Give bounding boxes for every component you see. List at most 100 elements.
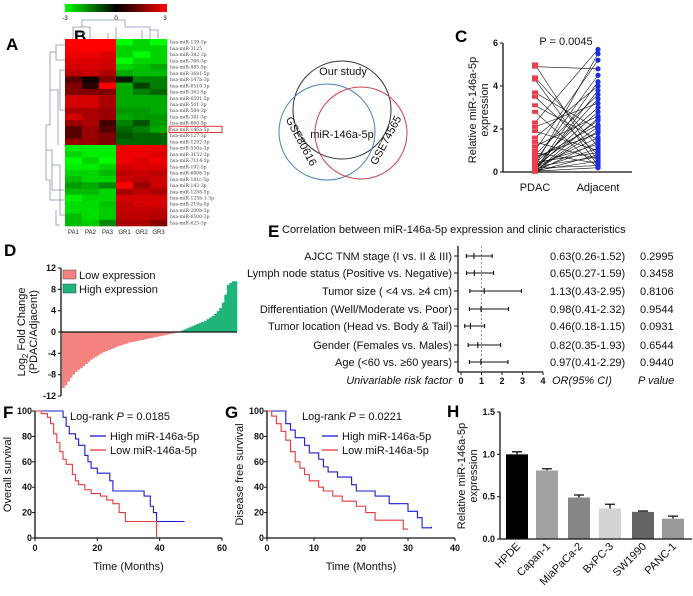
- panel-label-h: H: [447, 402, 459, 421]
- waterfall-bar: [120, 332, 124, 346]
- heatmap-cell: [133, 132, 151, 140]
- panel-label-g: G: [225, 403, 238, 422]
- heatmap-cell: [133, 95, 151, 102]
- row-label: hsa-miR-7114-5p: [170, 158, 210, 164]
- row-label: hsa-miR-3681-5p: [170, 71, 210, 77]
- panel-label-a: A: [6, 35, 18, 54]
- waterfall-bar: [72, 332, 75, 375]
- waterfall-bar: [158, 332, 162, 337]
- km-xlabel: Time (Months): [93, 561, 164, 573]
- heatmap-cell: [116, 201, 134, 208]
- heatmap-cell: [65, 151, 83, 158]
- pair-line: [534, 130, 599, 171]
- waterfall-bar: [77, 332, 81, 370]
- p-value: 0.3458: [640, 268, 674, 280]
- waterfall-bar: [145, 332, 149, 339]
- bar: [662, 518, 684, 539]
- cell-line-bar-panel: HPDECapan-1MiaPaCa-2BxPC-3SW1990PANC-10.…: [456, 407, 692, 588]
- waterfall-bar: [188, 327, 192, 332]
- km-dfs-panel: 0 20 40 60 80 100 0 10 20 30 40 High miR-146a-5p Low…: [234, 406, 460, 573]
- column-label: GR2: [135, 230, 148, 236]
- forest-title: Correlation between miR-146a-5p expressi…: [282, 224, 626, 236]
- heatmap-cell: [82, 151, 100, 158]
- waterfall-bar: [160, 332, 164, 336]
- adjacent-point: [595, 51, 601, 57]
- waterfall-bar: [62, 332, 65, 388]
- heatmap-cell: [99, 70, 117, 77]
- heatmap-cell: [150, 132, 168, 140]
- e-xtick-label: 1: [479, 376, 484, 386]
- heatmap-cell: [116, 39, 134, 46]
- heatmap-cell: [82, 163, 100, 171]
- heatmap-cell: [82, 194, 100, 202]
- annotation-part: P: [348, 411, 356, 423]
- waterfall-bar: [92, 332, 96, 359]
- heatmap-cell: [133, 57, 151, 65]
- legend-label: Low miR-146a-5p: [110, 445, 197, 457]
- heatmap-cell: [133, 207, 151, 214]
- km-ytick-label: 100: [17, 406, 32, 416]
- d-ytick-label: -4: [48, 348, 56, 358]
- d-ytick-label: -12: [43, 391, 56, 401]
- heatmap-cell: [116, 188, 134, 196]
- heatmap-cell: [133, 101, 151, 108]
- row-label: hsa-miR-200b-5p: [170, 208, 210, 214]
- forest-row-label: Lymph node status (Positive vs. Negative…: [247, 268, 452, 280]
- waterfall-bar: [168, 332, 172, 335]
- h-ytick-label: 1.0: [482, 449, 495, 459]
- heatmap-cell: [65, 201, 83, 208]
- c-ytick-label: 6: [493, 38, 498, 48]
- pair-line: [534, 107, 599, 164]
- waterfall-bar: [112, 332, 116, 348]
- row-label: hsa-miR-6500-3p: [170, 214, 210, 220]
- heatmap-cell: [150, 70, 168, 77]
- confidence-interval: [464, 323, 486, 329]
- heatmap-cell: [116, 182, 134, 189]
- heatmap-cell: [116, 107, 134, 115]
- heatmap-cell: [116, 219, 134, 227]
- waterfall-bar: [234, 281, 238, 332]
- category-label: PANC-1: [643, 541, 679, 577]
- heatmap-cell: [82, 201, 100, 208]
- km-curve-low: [35, 410, 158, 538]
- waterfall-bar: [67, 332, 70, 382]
- heatmap-cell: [99, 57, 117, 65]
- p-value: 0.8106: [640, 286, 674, 298]
- or-value: 0.97(0.41-2.29): [550, 357, 625, 369]
- or-value: 1.13(0.43-2.95): [550, 286, 625, 298]
- heatmap-cell: [82, 95, 100, 102]
- waterfall-bar: [117, 332, 121, 346]
- heatmap-cell: [65, 82, 83, 90]
- or-value: 0.98(0.41-2.32): [550, 304, 625, 316]
- row-label: hsa-miR-550a-3p: [170, 146, 209, 152]
- adjacent-point: [595, 46, 601, 53]
- paired-plot-panel: P = 0.0045 Relative miR-146a-5pexpressio…: [467, 36, 632, 194]
- heatmap-cell: [65, 132, 83, 140]
- waterfall-bar: [226, 285, 230, 332]
- waterfall-bar: [97, 332, 101, 355]
- c-category-label: Adjacent: [577, 182, 620, 194]
- heatmap-cell: [133, 138, 151, 146]
- km-ytick-label: 40: [22, 482, 32, 492]
- heatmap-cell: [82, 207, 100, 214]
- h-ytick-label: 1.5: [482, 407, 495, 417]
- pdac-point: [532, 139, 538, 144]
- heatmap-cell: [150, 57, 168, 65]
- pdac-point: [532, 77, 538, 82]
- row-label: hsa-miR-766-3p: [170, 58, 207, 64]
- or-value: 0.46(0.18-1.15): [550, 321, 625, 333]
- waterfall-bar: [231, 281, 235, 332]
- heatmap-cell: [82, 176, 100, 183]
- log-rank-annotation: Log-rank P = 0.0221: [302, 411, 402, 423]
- h-ylabel: Relative miR-146a-5pexpression: [456, 423, 480, 529]
- category-label: SW1990: [611, 541, 649, 579]
- heatmap-cell: [99, 213, 117, 221]
- heatmap-cell: [65, 95, 83, 102]
- pdac-point: [532, 157, 538, 162]
- pdac-point: [532, 148, 538, 153]
- heatmap-cell: [99, 138, 117, 146]
- c-ytick-label: 4: [493, 81, 498, 91]
- km-xtick-label: 30: [403, 543, 413, 553]
- heatmap-cell: [150, 101, 168, 108]
- km-curve-high: [267, 410, 433, 529]
